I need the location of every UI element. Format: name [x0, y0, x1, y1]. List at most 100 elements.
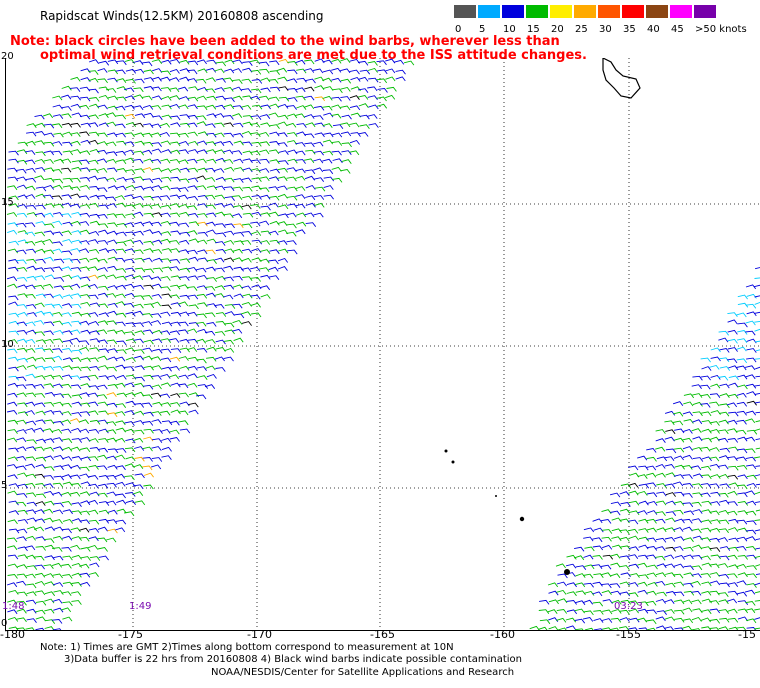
- wind-barb: [79, 346, 90, 352]
- wind-barb: [71, 267, 82, 272]
- wind-barb: [233, 313, 245, 319]
- wind-barb: [8, 330, 20, 336]
- wind-barb: [53, 421, 64, 426]
- wind-barb: [43, 402, 55, 407]
- wind-barb: [52, 123, 63, 129]
- wind-barb: [241, 177, 252, 183]
- wind-barb: [736, 536, 748, 542]
- wind-barb: [98, 248, 110, 253]
- wind-barb: [601, 509, 612, 514]
- wind-barb: [34, 518, 46, 524]
- wind-barb: [250, 150, 261, 156]
- wind-barb: [150, 301, 162, 307]
- time-label-middle: 1:49: [129, 601, 152, 612]
- lat-lon-grid: [6, 58, 760, 630]
- wind-barb: [16, 384, 27, 390]
- wind-barb: [736, 519, 748, 525]
- wind-barb: [71, 510, 82, 516]
- wind-barb: [71, 536, 82, 541]
- wind-barb: [170, 187, 181, 193]
- wind-barb: [70, 76, 81, 82]
- wind-barb: [7, 283, 18, 289]
- wind-barb: [151, 438, 163, 443]
- wind-barb: [278, 114, 289, 120]
- wind-barb: [16, 249, 27, 255]
- wind-barb: [754, 591, 760, 594]
- wind-barb: [196, 175, 207, 181]
- wind-barb: [134, 500, 146, 506]
- wind-barb: [143, 428, 154, 434]
- wind-barb: [62, 581, 74, 587]
- wind-barb: [16, 365, 27, 370]
- wind-barb: [251, 141, 262, 147]
- wind-barb: [133, 105, 144, 111]
- wind-barb: [358, 88, 369, 93]
- island-dot: [495, 495, 497, 497]
- wind-barb: [269, 275, 280, 280]
- wind-barb: [161, 231, 172, 236]
- wind-barb: [170, 302, 181, 308]
- wind-barb: [350, 132, 361, 137]
- wind-barb: [114, 473, 126, 479]
- wind-barb: [754, 401, 760, 404]
- wind-barb: [188, 322, 200, 327]
- wind-barb: [188, 140, 199, 146]
- wind-barb: [62, 131, 73, 137]
- wind-barb: [187, 167, 199, 173]
- wind-barb: [70, 87, 81, 92]
- wind-barb: [52, 195, 63, 201]
- wind-barb: [601, 618, 613, 623]
- colorbar-swatch: [598, 5, 620, 18]
- wind-barb: [152, 257, 163, 263]
- wind-barb: [566, 554, 577, 560]
- colorbar-label: 5: [479, 24, 486, 35]
- wind-barb: [89, 194, 100, 200]
- wind-barb: [737, 527, 748, 533]
- wind-barb: [115, 69, 126, 75]
- lat-label-20: 20: [1, 51, 14, 62]
- wind-barb: [107, 185, 118, 191]
- wind-barb: [206, 132, 217, 138]
- wind-barb: [97, 149, 108, 155]
- wind-barb: [170, 115, 181, 121]
- wind-barb: [25, 194, 36, 199]
- wind-barb: [340, 122, 351, 128]
- wind-barb: [179, 258, 191, 264]
- wind-barb: [710, 347, 721, 353]
- wind-barb: [222, 149, 234, 155]
- wind-barb: [98, 410, 109, 416]
- wind-barb: [557, 598, 568, 604]
- wind-barb: [251, 248, 262, 253]
- wind-barb: [268, 266, 279, 272]
- wind-barb: [610, 590, 622, 596]
- wind-barb: [224, 239, 235, 245]
- wind-barb: [43, 338, 54, 344]
- wind-barb: [629, 510, 640, 516]
- wind-barb: [610, 553, 621, 559]
- wind-barb: [97, 167, 108, 173]
- colorbar-swatch: [694, 5, 716, 18]
- wind-barb: [142, 295, 153, 300]
- wind-barb: [71, 562, 82, 568]
- wind-barb: [754, 428, 760, 432]
- wind-barb: [98, 60, 110, 66]
- wind-barb: [619, 617, 630, 622]
- wind-barb: [376, 78, 388, 84]
- wind-barb: [52, 141, 63, 146]
- wind-barb: [124, 194, 135, 200]
- wind-barb: [601, 564, 612, 570]
- wind-barb: [340, 169, 351, 174]
- wind-barb: [708, 456, 720, 462]
- wind-barb: [98, 86, 110, 92]
- wind-barb: [62, 285, 73, 291]
- wind-barb: [727, 608, 738, 614]
- wind-barb: [17, 483, 29, 489]
- wind-barb: [70, 95, 81, 101]
- wind-barb: [178, 329, 189, 335]
- wind-barb: [34, 331, 45, 337]
- wind-barb: [215, 241, 226, 246]
- wind-barb: [726, 598, 738, 604]
- wind-barb: [34, 572, 46, 578]
- wind-barb: [745, 410, 757, 416]
- wind-barb: [755, 447, 760, 450]
